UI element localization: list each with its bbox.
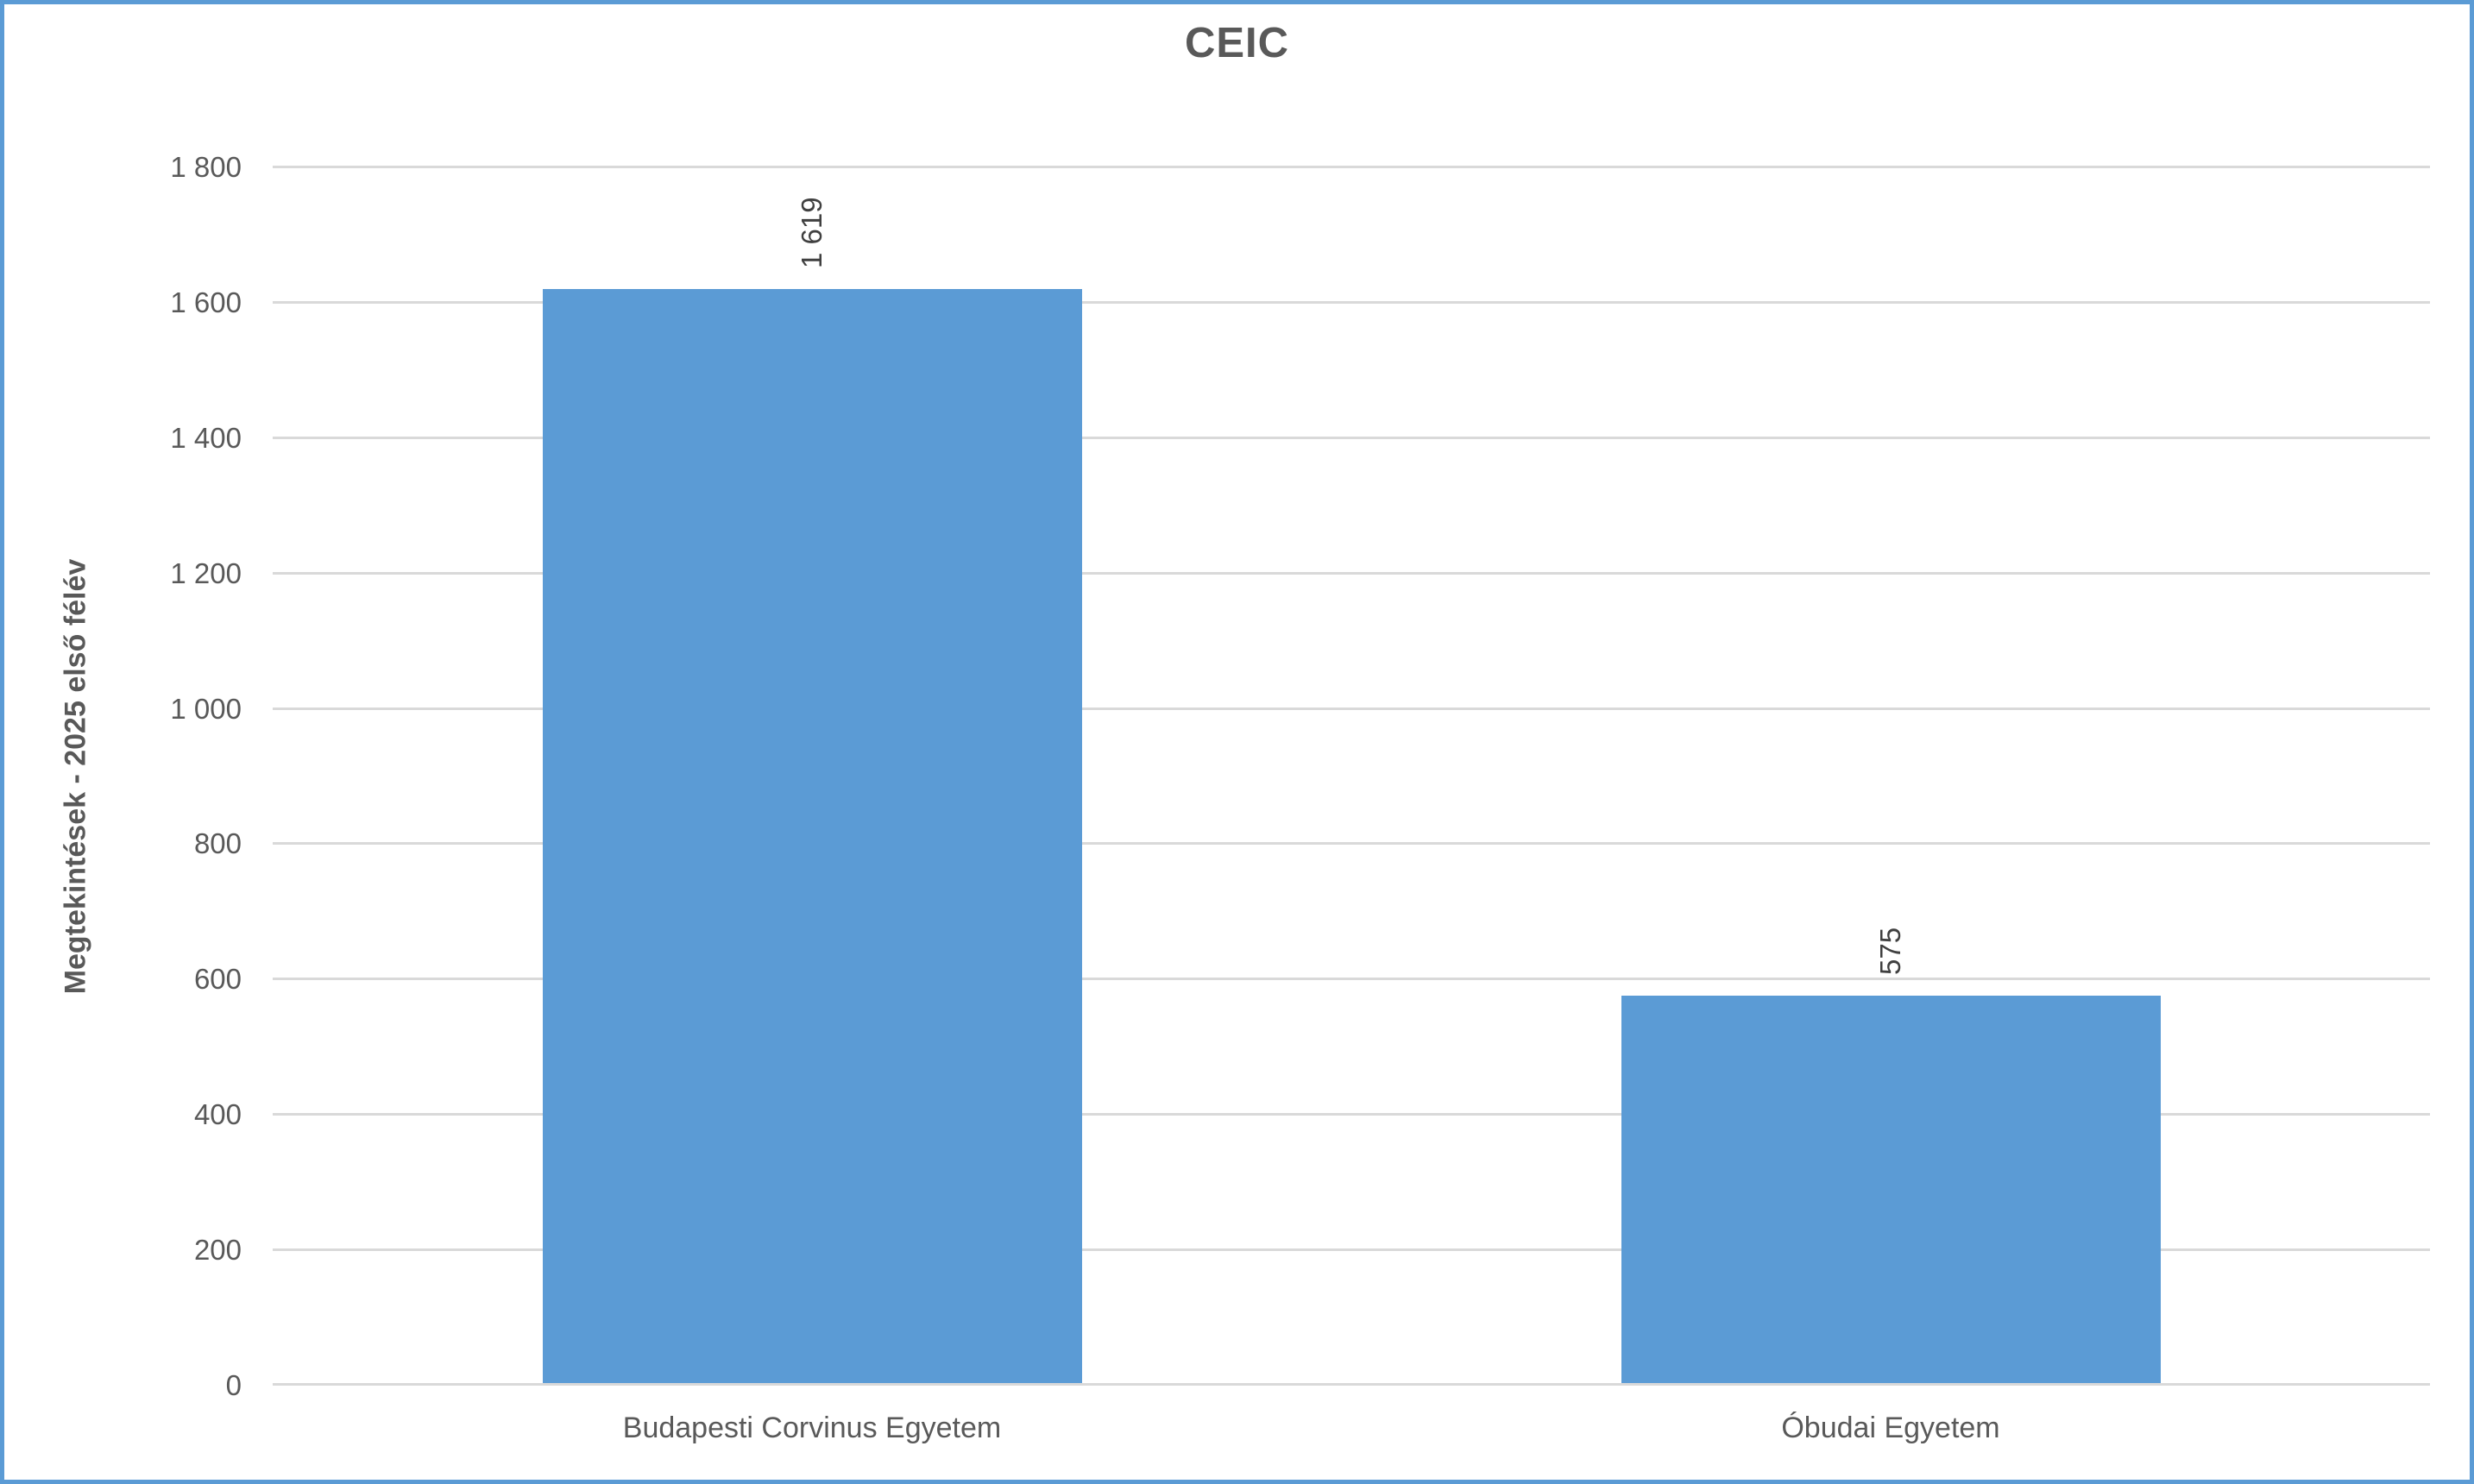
x-category-label: Óbudai Egyetem [1781,1412,2000,1444]
y-tick-label: 200 [193,1234,242,1267]
y-tick-label: 1 000 [170,692,242,725]
gridline [273,166,2430,168]
gridline [273,1113,2430,1116]
y-axis-title: Megtekintések - 2025 első félév [59,558,92,995]
gridline [273,436,2430,439]
gridline [273,1248,2430,1252]
bar-value-label: 575 [1874,927,1906,975]
y-tick-label: 1 400 [170,421,242,454]
y-tick-label: 0 [225,1369,242,1401]
plot-area [273,166,2430,1386]
gridline [273,571,2430,575]
gridline [273,300,2430,304]
y-tick-label: 1 600 [170,286,242,318]
y-tick-label: 800 [193,827,242,860]
bar-1 [542,289,1082,1385]
x-category-label: Budapesti Corvinus Egyetem [622,1412,1002,1444]
chart-title: CEIC [1184,20,1290,66]
gridline [273,707,2430,710]
bar-2 [1621,995,2161,1385]
gridline [273,842,2430,846]
bar-value-label: 1 619 [796,197,828,268]
gridline [273,978,2430,981]
y-tick-label: 600 [193,963,242,996]
y-tick-label: 400 [193,1098,242,1131]
y-tick-label: 1 200 [170,556,242,589]
y-tick-label: 1 800 [170,151,242,183]
x-axis-line [273,1383,2430,1386]
